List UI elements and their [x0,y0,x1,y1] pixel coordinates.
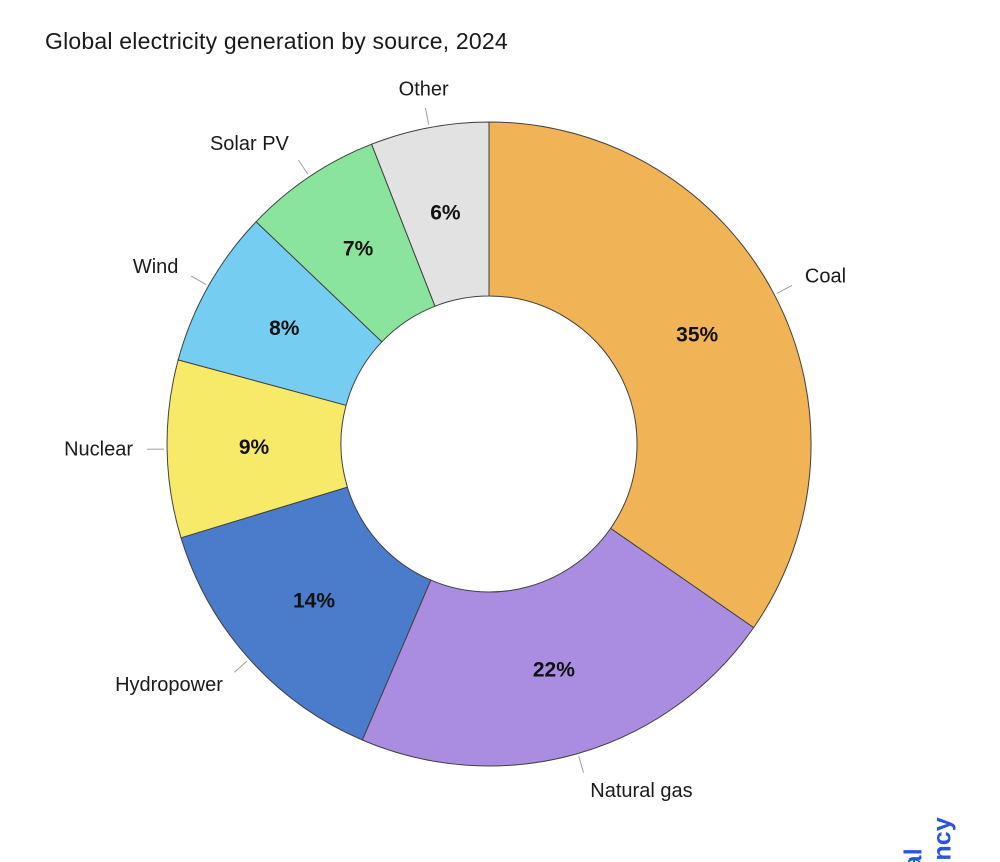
leader-line-other [425,107,430,125]
category-label-coal: Coal [805,266,846,288]
slice-other[interactable] [370,121,490,307]
iea-logo-line2: Energy Agency [929,817,958,862]
slice-hydropower[interactable] [180,486,432,741]
percent-label-other: 6% [430,202,461,225]
slice-natural-gas[interactable] [361,527,755,767]
leader-line-natural-gas [578,756,584,773]
percent-label-nuclear: 9% [239,436,270,459]
leader-line-coal [776,284,793,294]
slice-coal[interactable] [488,121,812,629]
iea-logo: International Energy Agency [900,817,958,862]
category-label-other: Other [399,78,449,100]
percent-label-coal: 35% [676,324,718,347]
percent-label-wind: 8% [269,317,300,340]
percent-label-hydropower: 14% [293,589,335,612]
leader-line-hydropower [234,660,248,673]
leader-line-solar-pv [297,159,309,175]
category-label-wind: Wind [133,256,179,278]
chart-title: Global electricity generation by source,… [45,28,508,54]
iea-logo-line1: International [900,817,929,862]
category-label-nuclear: Nuclear [64,439,133,461]
leader-line-wind [190,275,207,285]
category-label-natural-gas: Natural gas [590,780,692,802]
percent-label-solar-pv: 7% [343,237,374,260]
category-label-solar-pv: Solar PV [210,133,290,155]
category-label-hydropower: Hydropower [115,674,223,696]
percent-label-natural-gas: 22% [533,658,575,681]
